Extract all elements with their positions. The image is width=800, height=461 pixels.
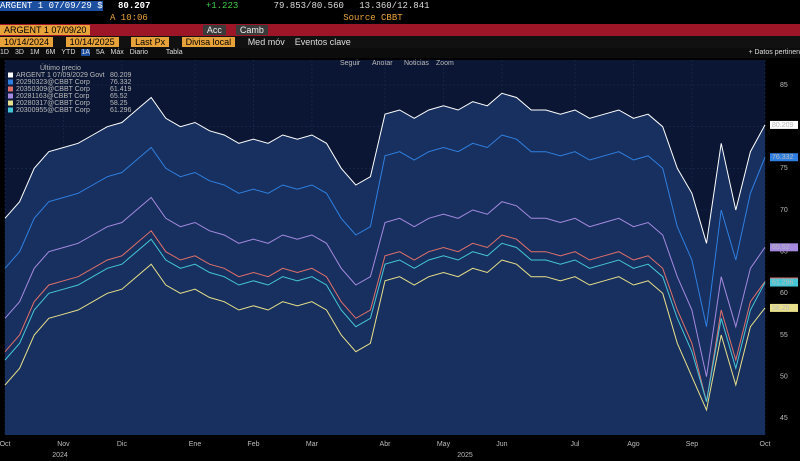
x-tick-label: Abr [380,441,392,448]
x-tick-label: Sep [686,441,699,448]
x-tick-label: Feb [247,441,259,448]
legend-name: 20281163@CBBT Corp [16,93,89,100]
end-date[interactable]: 10/14/2025 [65,37,119,47]
legend-value: 65.52 [110,93,128,100]
last-value-label: 61.296 [772,279,794,286]
last-value-label: 76.332 [772,154,794,161]
quote-row: ARGENT 1 07/09/29 $ 80.207 +1.223 79.853… [0,0,800,12]
period[interactable]: 3D [14,49,24,56]
bid-ask: 79.853/80.560 [273,1,344,11]
x-tick-label: Dic [117,441,128,448]
year-label: 2025 [457,452,473,459]
y-tick-label: 45 [780,415,788,422]
legend-title: Último precio [40,63,81,72]
legend-swatch [8,100,13,106]
y-tick-label: 50 [780,374,788,381]
legend-value: 76.332 [110,79,132,86]
last-value-label: 58.25 [772,305,790,312]
legend-name: 20300955@CBBT Corp [16,107,90,114]
chart-tool: Zoom [436,60,454,67]
legend-value: 61.296 [110,107,132,114]
legend-swatch [8,93,13,99]
time-row: A 10:06 Source CBBT [0,12,800,24]
currency[interactable]: Divisa local [181,37,236,47]
period-buttons: 1D 3D 1M 6M YTD 1A 5A Máx Diario [0,49,154,56]
price: 80.207 [118,1,151,11]
last-value-box [770,243,798,252]
field[interactable]: Last Px [131,37,170,47]
table-button[interactable]: Tabla [165,49,183,56]
toolbar-button[interactable]: Camb [235,25,268,35]
option[interactable]: Eventos clave [294,37,351,47]
x-tick-label: Jun [496,441,507,448]
x-tick-label: Jul [571,441,580,448]
last-value-box [770,278,798,287]
x-tick-label: Oct [760,441,771,448]
x-tick-label: Ago [627,441,640,448]
legend-name: ARGENT 1 07/09/2029 Govt [16,72,105,79]
chart-tool: Noticias [404,60,429,67]
ticker: ARGENT 1 07/09/20 [0,25,91,35]
period[interactable]: YTD [61,49,76,56]
y-tick-label: 70 [780,207,788,214]
legend-name: 20350309@CBBT Corp [16,86,90,93]
x-tick-label: Oct [0,441,10,448]
security: ARGENT 1 07/09/29 $ [0,1,103,11]
legend-name: 20280317@CBBT Corp [16,100,90,107]
last-value-box [770,120,798,129]
period[interactable]: Máx [110,49,124,56]
series-line [4,134,766,327]
period[interactable]: 1D [0,49,9,56]
period[interactable]: Diario [129,49,149,56]
legend-swatch [8,107,13,113]
option[interactable]: Med móv [247,37,285,47]
y-tick-label: 60 [780,290,788,297]
legend-value: 58.25 [110,100,128,107]
toolbar-button[interactable]: Acc [202,25,226,35]
last-value-box [770,303,798,312]
legend-swatch [8,72,13,78]
x-tick-label: May [437,441,451,448]
chart-tool: Anotar [372,60,393,67]
time: A 10:06 [110,13,148,23]
series-line [4,259,766,412]
yield: 13.360/12.841 [359,1,430,11]
extra[interactable]: + Datos pertinen [748,49,800,56]
legend-swatch [8,79,13,85]
series-line [4,196,766,377]
controls: 10/14/2024 10/14/2025 Last Px Divisa loc… [0,36,800,48]
legend-value: 80.209 [110,72,132,79]
y-tick-label: 55 [780,332,788,339]
y-tick-label: 65 [780,249,788,256]
y-tick-label: 85 [780,82,788,89]
period[interactable]: 5A [95,49,105,56]
periods: 1D 3D 1M 6M YTD 1A 5A Máx Diario Tabla + Datos p… [0,48,800,58]
last-value-box [770,153,798,162]
options: Med móv Eventos clave [248,37,361,47]
series-line [4,230,766,402]
series-line [4,238,766,402]
series-line [4,92,766,244]
legend-value: 61.419 [110,86,132,93]
x-tick-label: Ene [189,441,202,448]
change: +1.223 [205,1,239,11]
legend-name: 20290323@CBBT Corp [16,79,90,86]
start-date[interactable]: 10/14/2024 [0,37,54,47]
year-label: 2024 [52,452,68,459]
period[interactable]: 1A [81,49,90,56]
last-value-label: 80.209 [772,122,794,129]
toolbar: ARGENT 1 07/09/20 Acc Camb [0,24,800,36]
legend-swatch [8,86,13,92]
toolbar-buttons: Acc Camb [202,25,278,35]
x-tick-label: Nov [57,441,70,448]
x-tick-label: Mar [306,441,319,448]
chart-tool: Seguir [340,60,361,67]
chart: Seguir Anotar Noticias Zoom 45 50 55 60 65 70 75 80… [0,60,798,459]
period[interactable]: 1M [29,49,40,56]
last-value-label: 65.52 [772,244,790,251]
period[interactable]: 6M [45,49,56,56]
source: Source CBBT [343,13,403,23]
y-tick-label: 75 [780,165,788,172]
